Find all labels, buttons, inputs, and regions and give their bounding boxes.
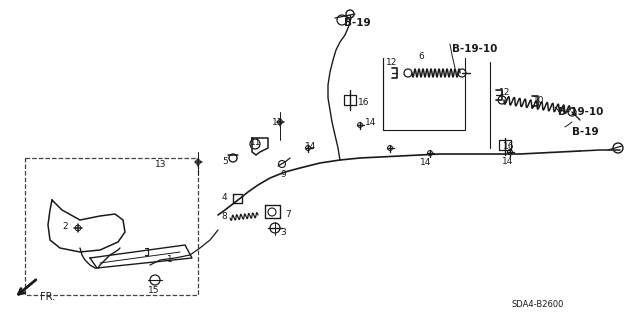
Text: 2: 2: [62, 222, 68, 231]
Text: 7: 7: [285, 210, 291, 219]
Text: 16: 16: [503, 142, 515, 151]
Text: 14: 14: [305, 142, 316, 151]
Text: 12: 12: [499, 88, 510, 97]
Text: 6: 6: [418, 52, 424, 61]
Text: B-19-10: B-19-10: [452, 44, 497, 54]
Text: 16: 16: [358, 98, 369, 107]
Text: 14: 14: [365, 118, 376, 127]
Text: 4: 4: [222, 193, 228, 202]
Text: 14: 14: [420, 158, 431, 167]
Text: FR.: FR.: [40, 292, 55, 302]
Text: 11: 11: [250, 138, 262, 147]
Text: 13: 13: [272, 118, 284, 127]
Text: B-19: B-19: [572, 127, 598, 137]
Text: 15: 15: [148, 286, 159, 295]
Text: 14: 14: [502, 157, 513, 166]
Text: SDA4-B2600: SDA4-B2600: [512, 300, 564, 309]
Text: 5: 5: [222, 157, 228, 166]
Text: 10: 10: [533, 96, 545, 105]
Text: 13: 13: [155, 160, 166, 169]
Text: B-19: B-19: [344, 18, 371, 28]
Text: 12: 12: [386, 58, 397, 67]
Text: 1: 1: [167, 255, 173, 264]
Text: 3: 3: [280, 228, 285, 237]
Text: 8: 8: [221, 212, 227, 221]
Text: B-19-10: B-19-10: [558, 107, 604, 117]
Text: 9: 9: [280, 170, 285, 179]
